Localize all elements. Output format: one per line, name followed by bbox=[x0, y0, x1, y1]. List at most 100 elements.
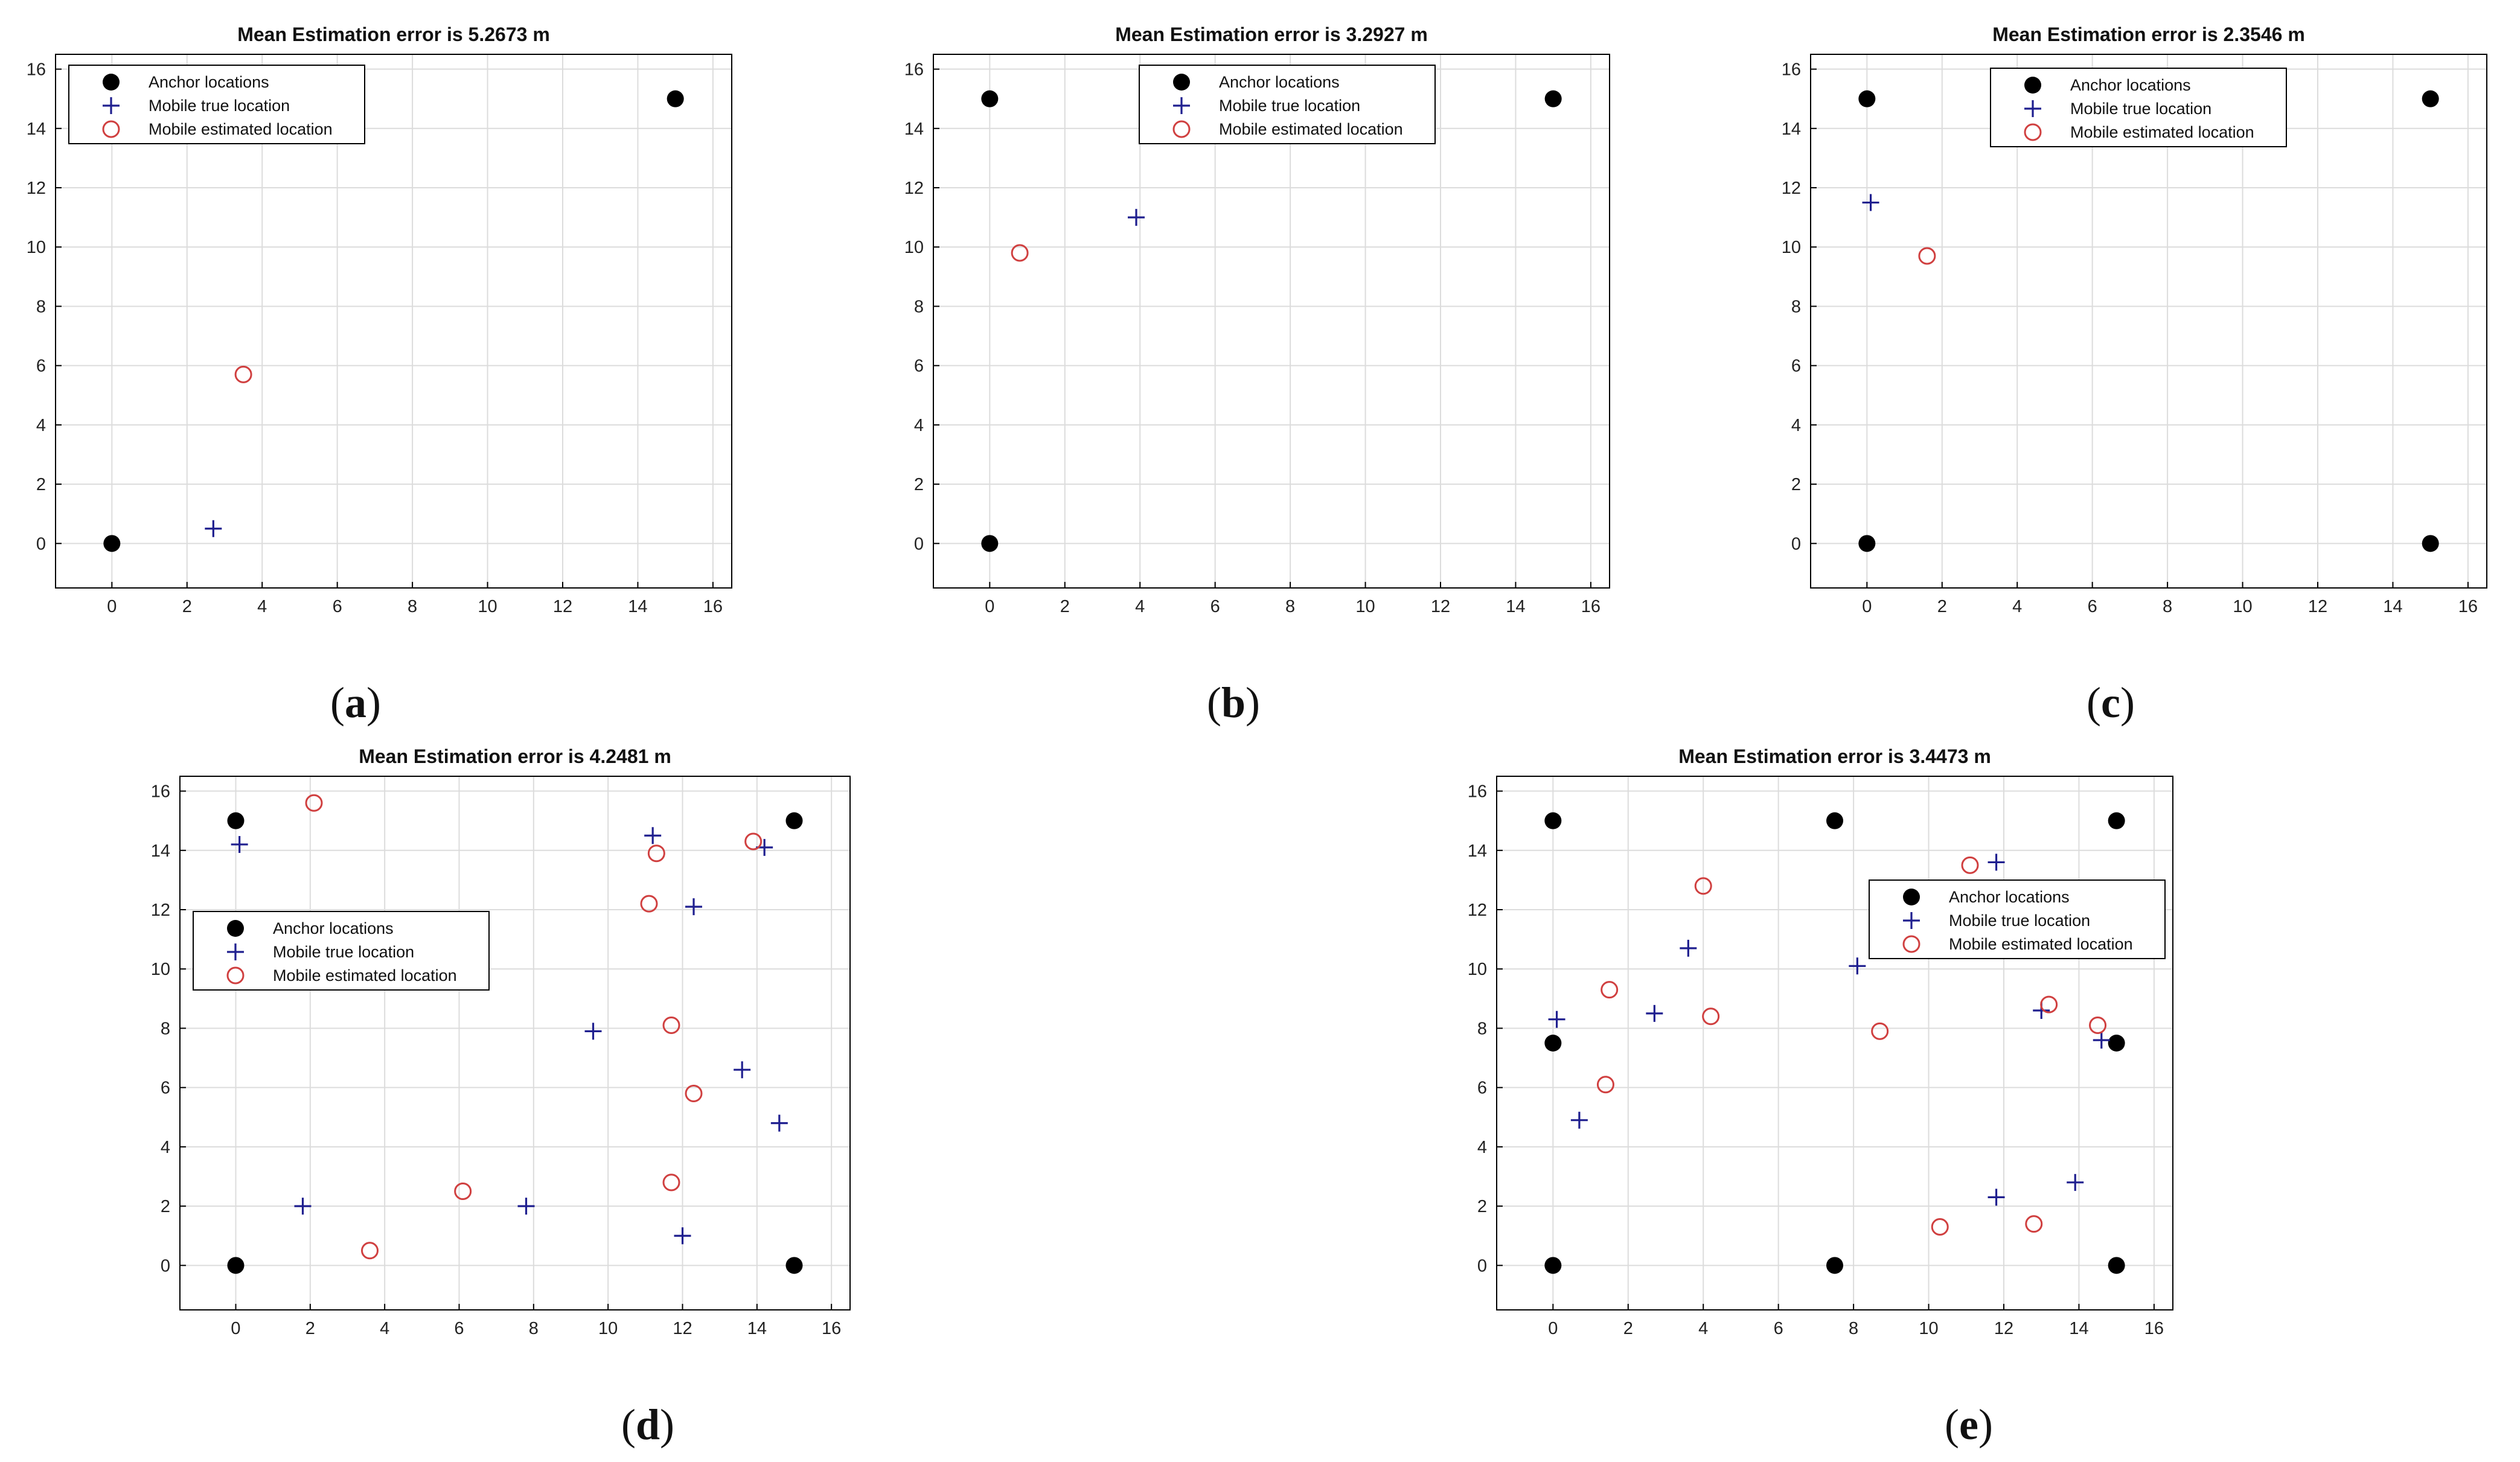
x-tick-label: 10 bbox=[598, 1319, 618, 1338]
x-tick-label: 8 bbox=[529, 1319, 539, 1338]
x-tick-label: 14 bbox=[2069, 1319, 2088, 1338]
data-point-plus bbox=[1570, 1111, 1588, 1129]
data-point-plus bbox=[1548, 1010, 1565, 1028]
legend: Anchor locations Mobile true location Mobi… bbox=[1990, 68, 2287, 147]
data-point-plus bbox=[1988, 854, 2005, 871]
x-tick-label: 16 bbox=[703, 597, 723, 616]
panel-caption-letter: a bbox=[345, 678, 366, 727]
chart-panel-a: 0 2 4 6 8 10 12 14 16 0 2 4 6 8 10 12 14 16 Mean Estimatio… bbox=[27, 24, 732, 727]
data-point-filled-circle bbox=[1858, 90, 1876, 107]
y-tick-label: 12 bbox=[1782, 179, 1801, 198]
y-tick-label: 10 bbox=[904, 238, 924, 257]
x-tick-label: 12 bbox=[1431, 597, 1450, 616]
legend-label: Anchor locations bbox=[149, 73, 269, 91]
data-point-plus bbox=[1646, 1004, 1663, 1022]
data-point-plus bbox=[517, 1198, 535, 1215]
legend-marker-plus bbox=[1903, 912, 1920, 929]
y-tick-label: 2 bbox=[161, 1197, 170, 1216]
panel-caption-letter: e bbox=[1959, 1400, 1978, 1449]
y-tick-label: 4 bbox=[161, 1138, 170, 1157]
series-open-circle bbox=[305, 794, 763, 1260]
legend-label: Mobile estimated location bbox=[149, 120, 333, 138]
chart-panel-b: 0 2 4 6 8 10 12 14 16 0 2 4 6 8 10 12 14 16 Mean Estimatio… bbox=[904, 24, 1610, 727]
data-point-open-circle bbox=[454, 1183, 472, 1201]
y-tick-label: 6 bbox=[1477, 1079, 1487, 1098]
data-point-open-circle bbox=[1011, 244, 1029, 262]
data-point-filled-circle bbox=[2108, 1257, 2125, 1274]
x-tick-label: 4 bbox=[257, 597, 267, 616]
panel-caption: (b) bbox=[1207, 678, 1260, 727]
y-tick-label: 8 bbox=[1477, 1019, 1487, 1038]
legend-marker-filled-circle bbox=[1903, 889, 1920, 905]
data-point-open-circle bbox=[2089, 1017, 2107, 1035]
x-tick-label: 16 bbox=[2144, 1319, 2164, 1338]
data-point-open-circle bbox=[1694, 877, 1712, 895]
data-point-open-circle bbox=[2040, 995, 2058, 1014]
legend-marker-filled-circle bbox=[2024, 77, 2041, 94]
y-tick-label: 10 bbox=[1468, 960, 1487, 979]
y-tick-label: 14 bbox=[151, 841, 170, 861]
y-tick-label: 0 bbox=[1477, 1256, 1487, 1275]
x-tick-label: 8 bbox=[1285, 597, 1295, 616]
x-tick-label: 2 bbox=[1623, 1319, 1633, 1338]
series-open-circle bbox=[1011, 244, 1029, 262]
y-tick-label: 14 bbox=[1468, 841, 1487, 861]
panel-caption-letter: d bbox=[636, 1400, 660, 1449]
data-point-open-circle bbox=[1871, 1022, 1889, 1040]
data-point-filled-circle bbox=[2422, 535, 2439, 552]
chart-panel-e: 0 2 4 6 8 10 12 14 16 0 2 4 6 8 10 12 14 16 Mean Estimatio… bbox=[1468, 745, 2173, 1449]
data-point-plus bbox=[1128, 209, 1145, 226]
y-tick-label: 8 bbox=[914, 297, 924, 316]
chart-title: Mean Estimation error is 3.2927 m bbox=[1115, 24, 1428, 45]
x-tick-label: 10 bbox=[1355, 597, 1375, 616]
x-tick-label: 12 bbox=[1994, 1319, 2013, 1338]
data-point-plus bbox=[2093, 1032, 2110, 1049]
data-point-plus bbox=[1680, 939, 1697, 957]
y-tick-label: 14 bbox=[904, 120, 924, 139]
x-tick-label: 0 bbox=[231, 1319, 240, 1338]
data-point-filled-circle bbox=[227, 1257, 245, 1274]
panel-caption: (c) bbox=[2087, 678, 2135, 727]
legend-marker-plus bbox=[227, 943, 244, 960]
data-point-plus bbox=[1988, 1189, 2005, 1206]
x-tick-label: 10 bbox=[478, 597, 497, 616]
legend-marker-open-circle bbox=[1172, 120, 1191, 138]
y-tick-label: 12 bbox=[151, 901, 170, 920]
x-tick-label: 6 bbox=[1774, 1319, 1783, 1338]
series-plus bbox=[1862, 194, 1879, 211]
x-tick-label: 2 bbox=[182, 597, 192, 616]
data-point-filled-circle bbox=[1544, 1035, 1562, 1052]
y-tick-label: 6 bbox=[914, 357, 924, 376]
data-point-open-circle bbox=[1702, 1007, 1720, 1026]
chart-title: Mean Estimation error is 2.3546 m bbox=[1992, 24, 2305, 45]
y-tick-label: 16 bbox=[151, 782, 170, 802]
legend-marker-filled-circle bbox=[1173, 74, 1190, 91]
x-tick-label: 6 bbox=[333, 597, 342, 616]
legend-marker-open-circle bbox=[102, 120, 120, 138]
data-point-filled-circle bbox=[2108, 1035, 2125, 1052]
axes-frame bbox=[55, 54, 732, 589]
y-tick-label: 0 bbox=[914, 534, 924, 554]
legend: Anchor locations Mobile true location Mobi… bbox=[1139, 65, 1436, 144]
series-open-circle bbox=[234, 365, 252, 383]
series-plus bbox=[1128, 209, 1145, 226]
legend: Anchor locations Mobile true location Mobi… bbox=[1869, 879, 2166, 959]
data-point-open-circle bbox=[640, 895, 658, 913]
x-tick-label: 6 bbox=[454, 1319, 464, 1338]
y-tick-label: 2 bbox=[36, 475, 46, 494]
x-tick-label: 14 bbox=[1506, 597, 1525, 616]
data-point-plus bbox=[685, 898, 702, 916]
data-point-filled-circle bbox=[103, 535, 121, 552]
x-tick-label: 8 bbox=[408, 597, 417, 616]
legend-label: Anchor locations bbox=[2070, 76, 2191, 94]
panel-caption-letter: b bbox=[1221, 678, 1246, 727]
y-tick-label: 4 bbox=[1477, 1138, 1487, 1157]
data-point-filled-circle bbox=[785, 812, 803, 829]
x-tick-label: 0 bbox=[1548, 1319, 1558, 1338]
y-tick-label: 14 bbox=[1782, 120, 1801, 139]
y-tick-label: 0 bbox=[161, 1256, 170, 1275]
legend-marker-filled-circle bbox=[103, 74, 120, 91]
axes-frame bbox=[933, 54, 1610, 589]
chart-panel-d: 0 2 4 6 8 10 12 14 16 0 2 4 6 8 10 12 14 16 Mean Estimatio… bbox=[151, 745, 851, 1449]
